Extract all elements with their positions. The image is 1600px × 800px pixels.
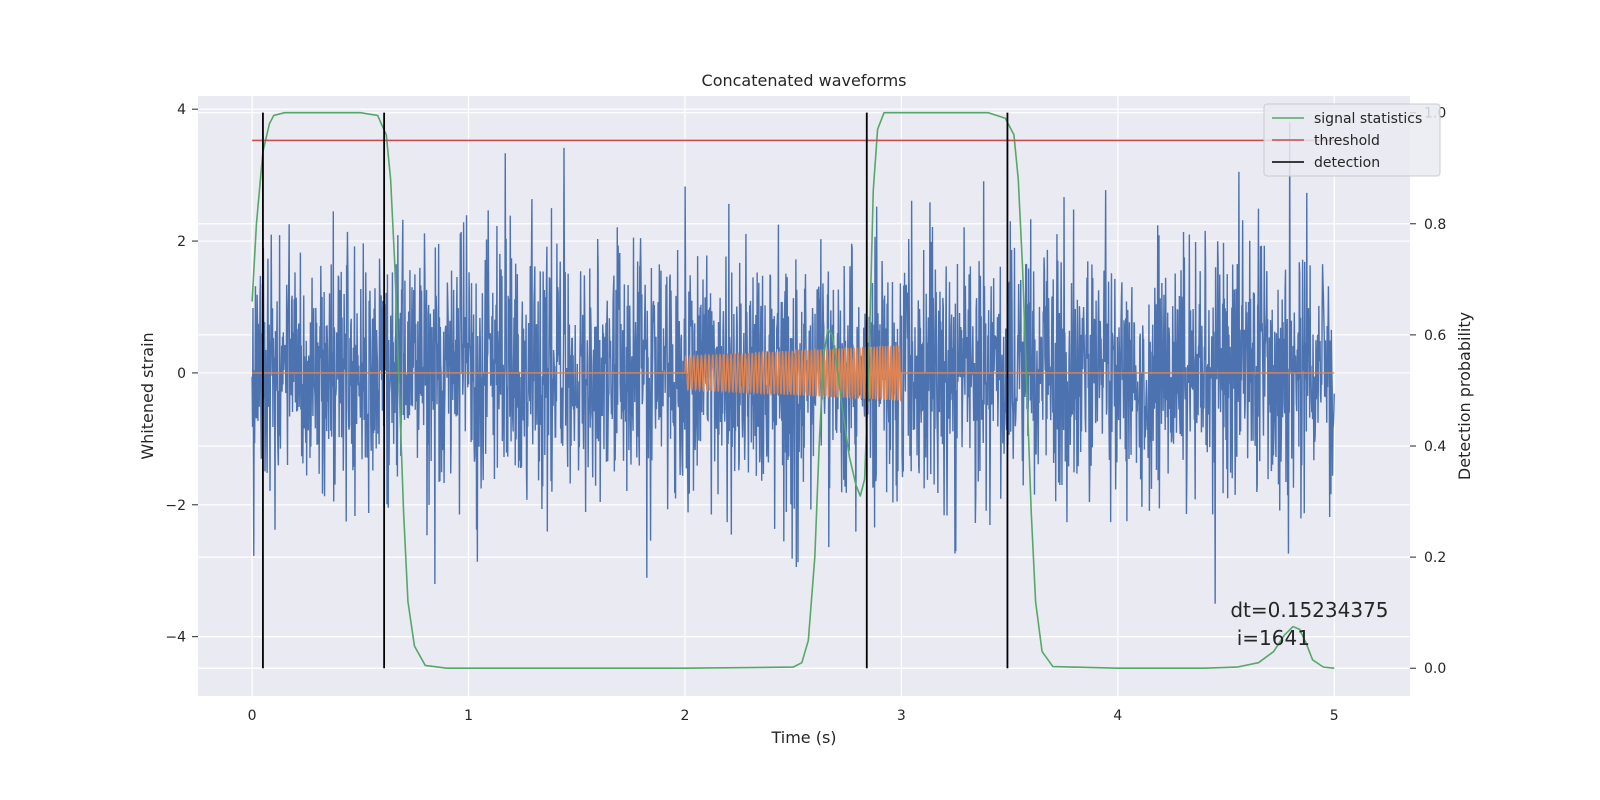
- y-right-tick-label: 0.8: [1424, 217, 1446, 233]
- series-injected-waveform: [252, 344, 1335, 403]
- legend: signal statistics threshold detection: [1263, 103, 1441, 177]
- legend-box: [1263, 103, 1441, 177]
- series-signal-statistics: [251, 111, 1335, 670]
- y-tick-label: 0: [177, 366, 186, 382]
- annotation-dt: dt=0.15234375: [1230, 598, 1388, 622]
- y-right-tick-label: 0.4: [1424, 439, 1446, 455]
- legend-label-signal-statistics: signal statistics: [1314, 111, 1422, 127]
- annotation-index: i=1641: [1230, 626, 1310, 650]
- y-tick-label: −2: [165, 498, 186, 514]
- chart-title: Concatenated waveforms: [702, 71, 907, 90]
- x-tick-label: 5: [1330, 708, 1339, 724]
- y-tick-label: −4: [165, 630, 186, 646]
- x-tick-label: 0: [248, 708, 257, 724]
- y-tick-label: 4: [177, 102, 186, 118]
- x-axis-label: Time (s): [770, 728, 836, 747]
- y-right-tick-label: 0.0: [1424, 661, 1446, 677]
- y-axis-label: Whitened strain: [138, 332, 157, 459]
- x-tick-label: 2: [681, 708, 690, 724]
- y-right-tick-label: 0.6: [1424, 328, 1446, 344]
- x-tick-label: 3: [897, 708, 906, 724]
- series-layer: [251, 111, 1346, 670]
- legend-label-detection: detection: [1314, 155, 1380, 171]
- legend-label-threshold: threshold: [1314, 133, 1380, 149]
- y-right-tick-label: 0.2: [1424, 550, 1446, 566]
- series-whitened-strain: [251, 122, 1335, 604]
- x-tick-label: 1: [464, 708, 473, 724]
- annotation: dt=0.15234375 i=1641: [1230, 598, 1388, 650]
- y-axis-right-label: Detection probability: [1455, 312, 1474, 480]
- x-tick-label: 4: [1113, 708, 1122, 724]
- grid: [198, 96, 1410, 696]
- y-tick-label: 2: [177, 234, 186, 250]
